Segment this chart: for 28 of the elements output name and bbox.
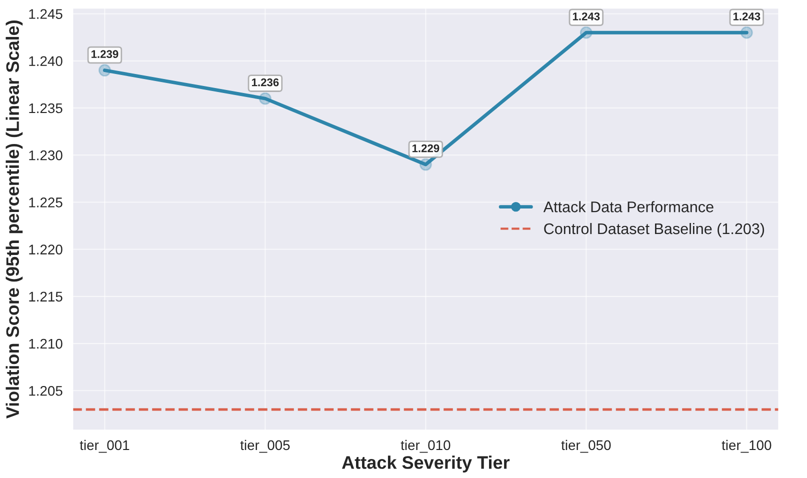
point bbox=[580, 26, 592, 39]
y-tick-label: 1.205 bbox=[29, 386, 62, 396]
data-label: 1.243 bbox=[733, 12, 760, 20]
y-tick-label: 1.225 bbox=[29, 198, 62, 208]
y-tick-label: 1.240 bbox=[29, 56, 62, 66]
data-label: 1.239 bbox=[92, 50, 118, 58]
y-tick-label: 1.215 bbox=[29, 292, 62, 302]
x-tick-label: tier_100 bbox=[722, 440, 772, 453]
y-tick-label: 1.210 bbox=[29, 338, 62, 349]
point bbox=[419, 158, 432, 171]
point bbox=[98, 64, 111, 77]
data-label: 1.236 bbox=[252, 78, 279, 86]
x-tick-label: tier_005 bbox=[240, 440, 290, 453]
x-tick-label: tier_050 bbox=[561, 440, 611, 453]
legend-label: Attack Data Performance bbox=[543, 201, 714, 212]
y-tick-label: 1.230 bbox=[29, 150, 62, 160]
x-tick-label: tier_010 bbox=[400, 440, 450, 453]
y-tick-label: 1.220 bbox=[29, 244, 62, 254]
legend-label: Control Dataset Baseline (1.203) bbox=[544, 222, 764, 238]
data-label: 1.243 bbox=[572, 12, 600, 20]
y-axis-title: Violation Score (95th percentile) (Linear Scale) bbox=[6, 20, 23, 419]
point bbox=[740, 26, 753, 39]
y-tick-label: 1.235 bbox=[29, 103, 62, 114]
point bbox=[258, 92, 272, 105]
x-axis-title: Attack Severity Tier bbox=[342, 456, 510, 472]
y-tick-label: 1.245 bbox=[29, 9, 62, 19]
x-tick-label: tier_001 bbox=[80, 440, 130, 453]
data-label: 1.229 bbox=[412, 144, 440, 152]
